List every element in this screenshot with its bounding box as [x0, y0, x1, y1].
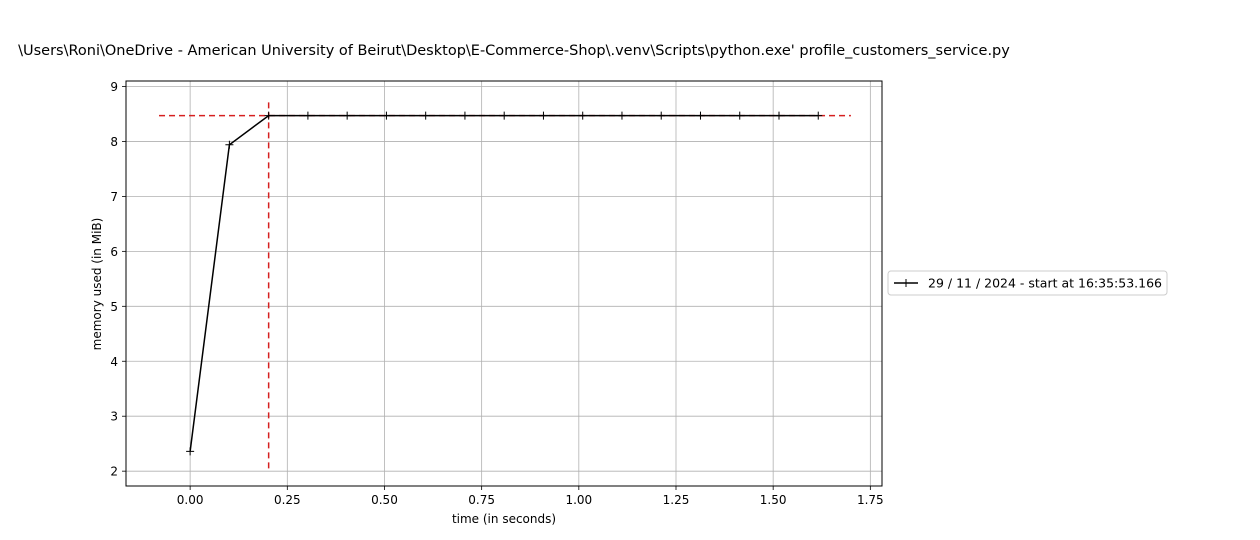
y-tick-label: 5	[110, 300, 118, 314]
data-point-marker	[264, 111, 273, 120]
y-tick-label: 3	[110, 410, 118, 424]
data-point-marker	[774, 111, 783, 120]
data-point-marker	[421, 111, 430, 120]
x-axis-label: time (in seconds)	[452, 512, 556, 526]
data-point-marker	[657, 111, 666, 120]
data-point-marker	[225, 140, 234, 149]
data-point-marker	[343, 111, 352, 120]
data-point-marker	[696, 111, 705, 120]
data-point-marker	[539, 111, 548, 120]
x-tick-label: 0.00	[177, 493, 204, 507]
y-axis-label: memory used (in MiB)	[90, 218, 104, 351]
data-point-marker	[578, 111, 587, 120]
data-point-marker	[382, 111, 391, 120]
legend-marker	[902, 279, 910, 287]
legend-box	[887, 270, 1168, 296]
x-tick-label: 0.75	[468, 493, 495, 507]
y-tick-label: 9	[110, 80, 118, 94]
x-tick-label: 0.50	[371, 493, 398, 507]
data-point-marker	[500, 111, 509, 120]
y-axis-ticks: 2 3 4 5 6 7 8 9	[110, 80, 126, 479]
data-point-marker	[735, 111, 744, 120]
x-tick-label: 1.50	[760, 493, 787, 507]
data-point-marker	[617, 111, 626, 120]
x-tick-label: 1.25	[663, 493, 690, 507]
x-axis-ticks: 0.00 0.25 0.50 0.75 1.00 1.25 1.50 1.75	[177, 486, 884, 507]
legend: 29 / 11 / 2024 - start at 16:35:53.166	[887, 270, 1168, 296]
plot-frame	[125, 80, 883, 487]
y-tick-label: 6	[110, 245, 118, 259]
data-point-marker	[303, 111, 312, 120]
y-tick-label: 4	[110, 355, 118, 369]
x-tick-label: 0.25	[274, 493, 301, 507]
y-tick-label: 8	[110, 135, 118, 149]
x-tick-label: 1.75	[857, 493, 884, 507]
reference-lines	[159, 100, 851, 469]
series-line	[189, 114, 819, 452]
grid-lines	[126, 81, 882, 486]
data-point-marker	[186, 447, 195, 456]
y-tick-label: 2	[110, 465, 118, 479]
y-tick-label: 7	[110, 190, 118, 204]
legend-entry-label: 29 / 11 / 2024 - start at 16:35:53.166	[928, 276, 1162, 291]
data-point-marker	[814, 111, 823, 120]
series-lines	[186, 111, 823, 456]
x-tick-label: 1.00	[565, 493, 592, 507]
data-point-marker	[460, 111, 469, 120]
chart-title: \Users\Roni\OneDrive - American Universi…	[18, 43, 1010, 59]
